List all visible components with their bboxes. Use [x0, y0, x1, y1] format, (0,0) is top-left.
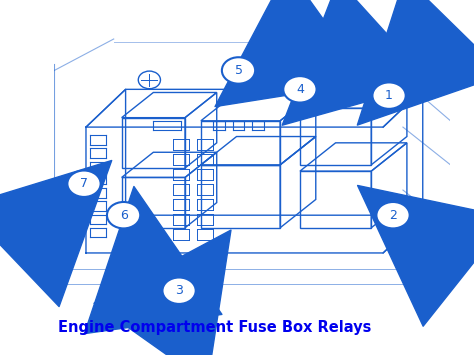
Text: E33343: E33343	[403, 250, 450, 262]
Circle shape	[222, 57, 255, 84]
Text: Engine Compartment Fuse Box Relays: Engine Compartment Fuse Box Relays	[58, 320, 372, 335]
Circle shape	[163, 278, 196, 304]
Text: 3: 3	[175, 284, 183, 297]
Text: 2: 2	[389, 209, 397, 222]
Text: 5: 5	[235, 64, 243, 77]
Circle shape	[283, 76, 317, 103]
Text: 4: 4	[296, 83, 304, 96]
Circle shape	[376, 202, 410, 228]
Text: 7: 7	[80, 177, 88, 190]
Circle shape	[373, 82, 406, 109]
Circle shape	[107, 202, 140, 228]
Text: 1: 1	[385, 89, 393, 102]
Circle shape	[67, 170, 100, 197]
Text: 6: 6	[119, 209, 128, 222]
